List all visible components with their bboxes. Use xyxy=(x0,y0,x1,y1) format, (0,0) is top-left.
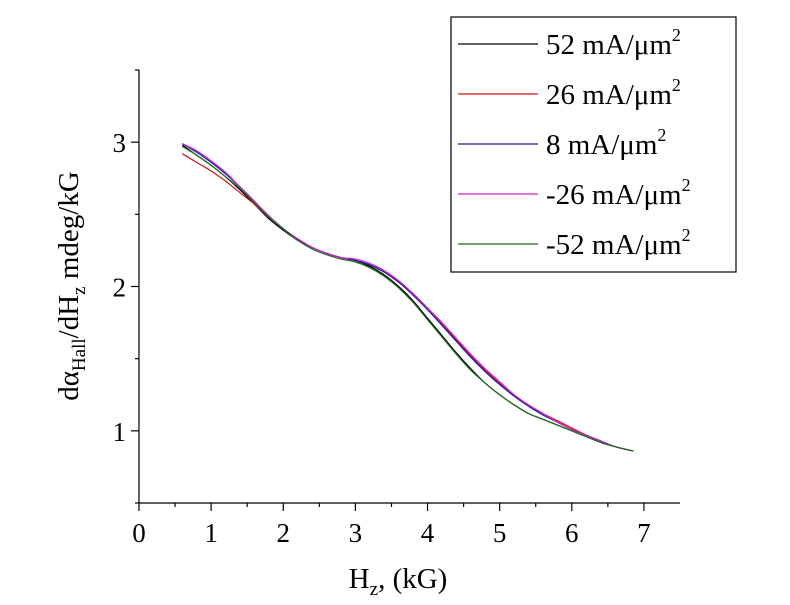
x-tick-label: 4 xyxy=(421,518,435,548)
legend-label: -52 mA/μm2 xyxy=(546,225,691,261)
legend-label: 26 mA/μm2 xyxy=(546,75,681,111)
legend-label-superscript: 2 xyxy=(657,125,666,145)
legend-label: -26 mA/μm2 xyxy=(546,175,691,211)
x-axis-title: Hz, (kG) xyxy=(349,563,448,600)
x-ticks: 0 1 2 3 4 5 6 7 xyxy=(132,503,651,548)
x-tick-label: 0 xyxy=(132,518,146,548)
x-tick-label: 2 xyxy=(277,518,291,548)
y-axis-title-subscript-hall: Hall xyxy=(69,338,90,371)
legend-label-superscript: 2 xyxy=(682,175,691,195)
legend-items: 52 mA/μm2 26 mA/μm2 8 mA/μm2 -26 mA/μm2 -52 … xyxy=(458,25,691,261)
y-tick-label: 1 xyxy=(113,417,127,447)
y-ticks: 1 2 3 xyxy=(113,69,139,504)
series-line-5 xyxy=(181,145,634,452)
series-lines xyxy=(181,143,634,452)
legend-label: 52 mA/μm2 xyxy=(546,25,681,61)
legend-label-superscript: 2 xyxy=(682,225,691,245)
y-axis-title-subscript-z: z xyxy=(69,286,90,294)
x-tick-label: 1 xyxy=(204,518,218,548)
plot-area: 0 1 2 3 4 5 6 7 1 2 3 xyxy=(113,69,680,548)
legend-label-superscript: 2 xyxy=(672,25,681,45)
x-axis-title-subscript: z xyxy=(370,579,378,600)
legend-label-superscript: 2 xyxy=(672,75,681,95)
y-tick-label: 2 xyxy=(113,273,127,303)
y-axis-title: dαHall/dHz mdeg/kG xyxy=(53,171,90,401)
x-tick-label: 3 xyxy=(349,518,363,548)
x-tick-label: 7 xyxy=(637,518,651,548)
legend-label: 8 mA/μm2 xyxy=(546,125,666,161)
series-line-4 xyxy=(182,143,634,452)
x-tick-label: 5 xyxy=(493,518,507,548)
x-tick-label: 6 xyxy=(565,518,579,548)
legend: 52 mA/μm2 26 mA/μm2 8 mA/μm2 -26 mA/μm2 -52 … xyxy=(450,16,737,273)
y-tick-label: 3 xyxy=(113,128,127,158)
